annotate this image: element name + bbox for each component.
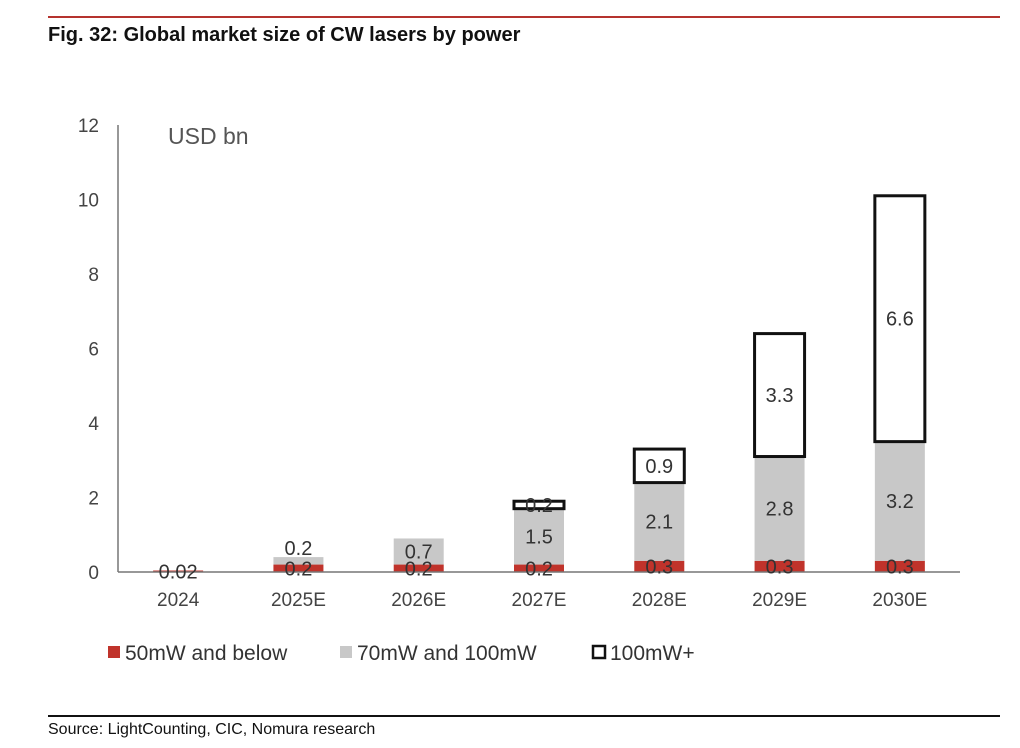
y-tick-label: 8 <box>88 265 99 286</box>
legend-label: 70mW and 100mW <box>357 642 537 665</box>
bar-mid <box>754 456 805 561</box>
x-tick-label: 2025E <box>271 590 326 611</box>
legend-label: 100mW+ <box>610 642 695 665</box>
data-label: 0.2 <box>285 558 313 580</box>
data-label: 0.02 <box>159 562 198 584</box>
legend-swatch <box>340 646 352 658</box>
data-label: 0.2 <box>285 538 313 560</box>
y-tick-label: 12 <box>78 116 99 137</box>
bar-mid <box>874 441 925 561</box>
data-label: 0.3 <box>886 556 914 578</box>
data-label: 0.7 <box>405 542 433 564</box>
x-tick-label: 2028E <box>632 590 687 611</box>
bar-high <box>512 499 566 511</box>
data-label: 0.2 <box>405 558 433 580</box>
data-label: 0.3 <box>766 556 794 578</box>
data-label: 2.1 <box>645 512 673 534</box>
bar-mid <box>634 482 685 561</box>
y-tick-label: 6 <box>88 340 99 361</box>
y-tick-label: 0 <box>88 563 99 584</box>
data-label: 3.3 <box>766 385 794 407</box>
data-label: 3.2 <box>886 491 914 513</box>
bar-high <box>753 332 807 459</box>
bar-low <box>514 564 564 572</box>
legend-label: 50mW and below <box>125 642 288 665</box>
top-rule <box>48 16 1000 18</box>
bottom-rule <box>48 715 1000 717</box>
bar-low <box>754 560 805 572</box>
bar-mid <box>393 538 444 565</box>
chart: USD bn 0 2 4 6 8 10 12 2024 2025E 2026E 2027E 2028E… <box>78 116 960 665</box>
figure-title: Fig. 32: Global market size of CW lasers… <box>48 24 521 46</box>
legend-swatch <box>108 646 120 658</box>
source-note: Source: LightCounting, CIC, Nomura resea… <box>48 721 376 738</box>
y-tick-label: 2 <box>88 489 99 510</box>
bar-high <box>873 194 927 444</box>
x-tick-label: 2027E <box>512 590 567 611</box>
bar-low <box>393 564 444 572</box>
x-tick-label: 2030E <box>872 590 927 611</box>
bar-mid <box>514 508 564 565</box>
data-label: 0.3 <box>645 556 673 578</box>
data-label: 0.2 <box>525 495 553 517</box>
data-label: 2.8 <box>766 499 794 521</box>
bars-layer <box>153 194 927 572</box>
axes-layer: USD bn 0 2 4 6 8 10 12 2024 2025E 2026E 2027E 2028E… <box>78 116 960 611</box>
bar-high <box>632 447 686 485</box>
legend: 50mW and below 70mW and 100mW 100mW+ <box>108 642 695 665</box>
y-tick-label: 10 <box>78 191 99 212</box>
bar-low <box>874 560 925 572</box>
data-label: 1.5 <box>525 527 553 549</box>
labels-layer: 0.02 0.20.20.20.70.21.50.20.32.10.90.32.8… <box>159 309 914 584</box>
bar-low <box>634 560 685 572</box>
data-label: 0.2 <box>525 558 553 580</box>
legend-swatch <box>591 644 607 660</box>
x-tick-label: 2024 <box>157 590 200 611</box>
x-tick-label: 2029E <box>752 590 807 611</box>
bar-mid <box>273 557 324 565</box>
x-tick-label: 2026E <box>391 590 446 611</box>
unit-label: USD bn <box>168 123 249 149</box>
y-tick-label: 4 <box>88 414 99 435</box>
bar-low <box>273 564 324 572</box>
data-label: 6.6 <box>886 309 914 331</box>
data-label: 0.9 <box>645 456 673 478</box>
